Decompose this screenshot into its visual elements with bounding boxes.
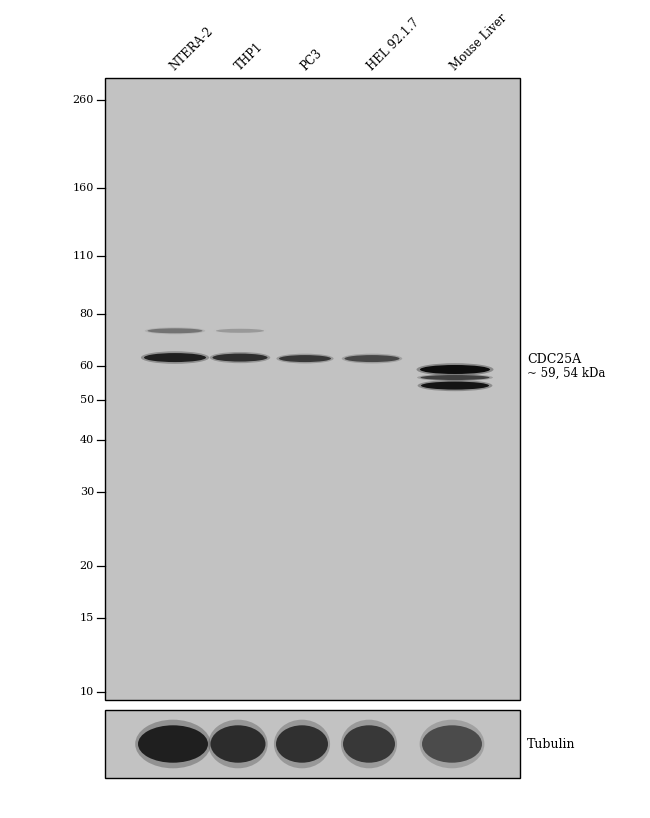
Text: CDC25A: CDC25A [527,353,581,366]
Ellipse shape [421,375,489,380]
Text: 60: 60 [80,362,94,371]
Ellipse shape [342,353,402,363]
Text: 260: 260 [73,95,94,105]
Ellipse shape [276,726,328,762]
Ellipse shape [214,328,266,334]
Text: Mouse Liver: Mouse Liver [448,11,510,73]
Bar [105,710,520,778]
Text: 160: 160 [73,183,94,193]
Ellipse shape [148,328,203,333]
Text: 50: 50 [80,394,94,405]
Ellipse shape [344,355,400,362]
Ellipse shape [138,726,208,762]
Ellipse shape [208,720,268,768]
Ellipse shape [422,726,482,762]
Text: 15: 15 [80,614,94,623]
Text: 40: 40 [80,435,94,445]
Ellipse shape [276,353,333,363]
Bar [105,78,520,700]
Ellipse shape [211,726,265,762]
Ellipse shape [421,381,489,389]
Text: ~ 59, 54 kDa: ~ 59, 54 kDa [527,367,605,380]
Text: 80: 80 [80,309,94,319]
Text: HEL 92.1.7: HEL 92.1.7 [365,16,422,73]
Ellipse shape [274,720,330,768]
Text: 20: 20 [80,561,94,571]
Ellipse shape [145,327,205,335]
Ellipse shape [417,374,493,381]
Text: 10: 10 [80,687,94,697]
Ellipse shape [341,720,397,768]
Ellipse shape [144,353,206,362]
Ellipse shape [216,329,264,333]
Ellipse shape [141,351,209,364]
Ellipse shape [210,352,270,363]
Text: PC3: PC3 [298,47,324,73]
Text: Tubulin: Tubulin [527,738,575,750]
Text: 110: 110 [73,251,94,261]
Text: NTERA-2: NTERA-2 [168,25,216,73]
Ellipse shape [135,720,211,768]
Ellipse shape [343,726,395,762]
Ellipse shape [417,363,493,375]
Ellipse shape [420,365,490,374]
Ellipse shape [213,353,268,362]
Text: 30: 30 [80,488,94,497]
Ellipse shape [279,355,331,362]
Ellipse shape [420,720,484,768]
Text: THP1: THP1 [233,40,266,73]
Ellipse shape [417,380,493,391]
